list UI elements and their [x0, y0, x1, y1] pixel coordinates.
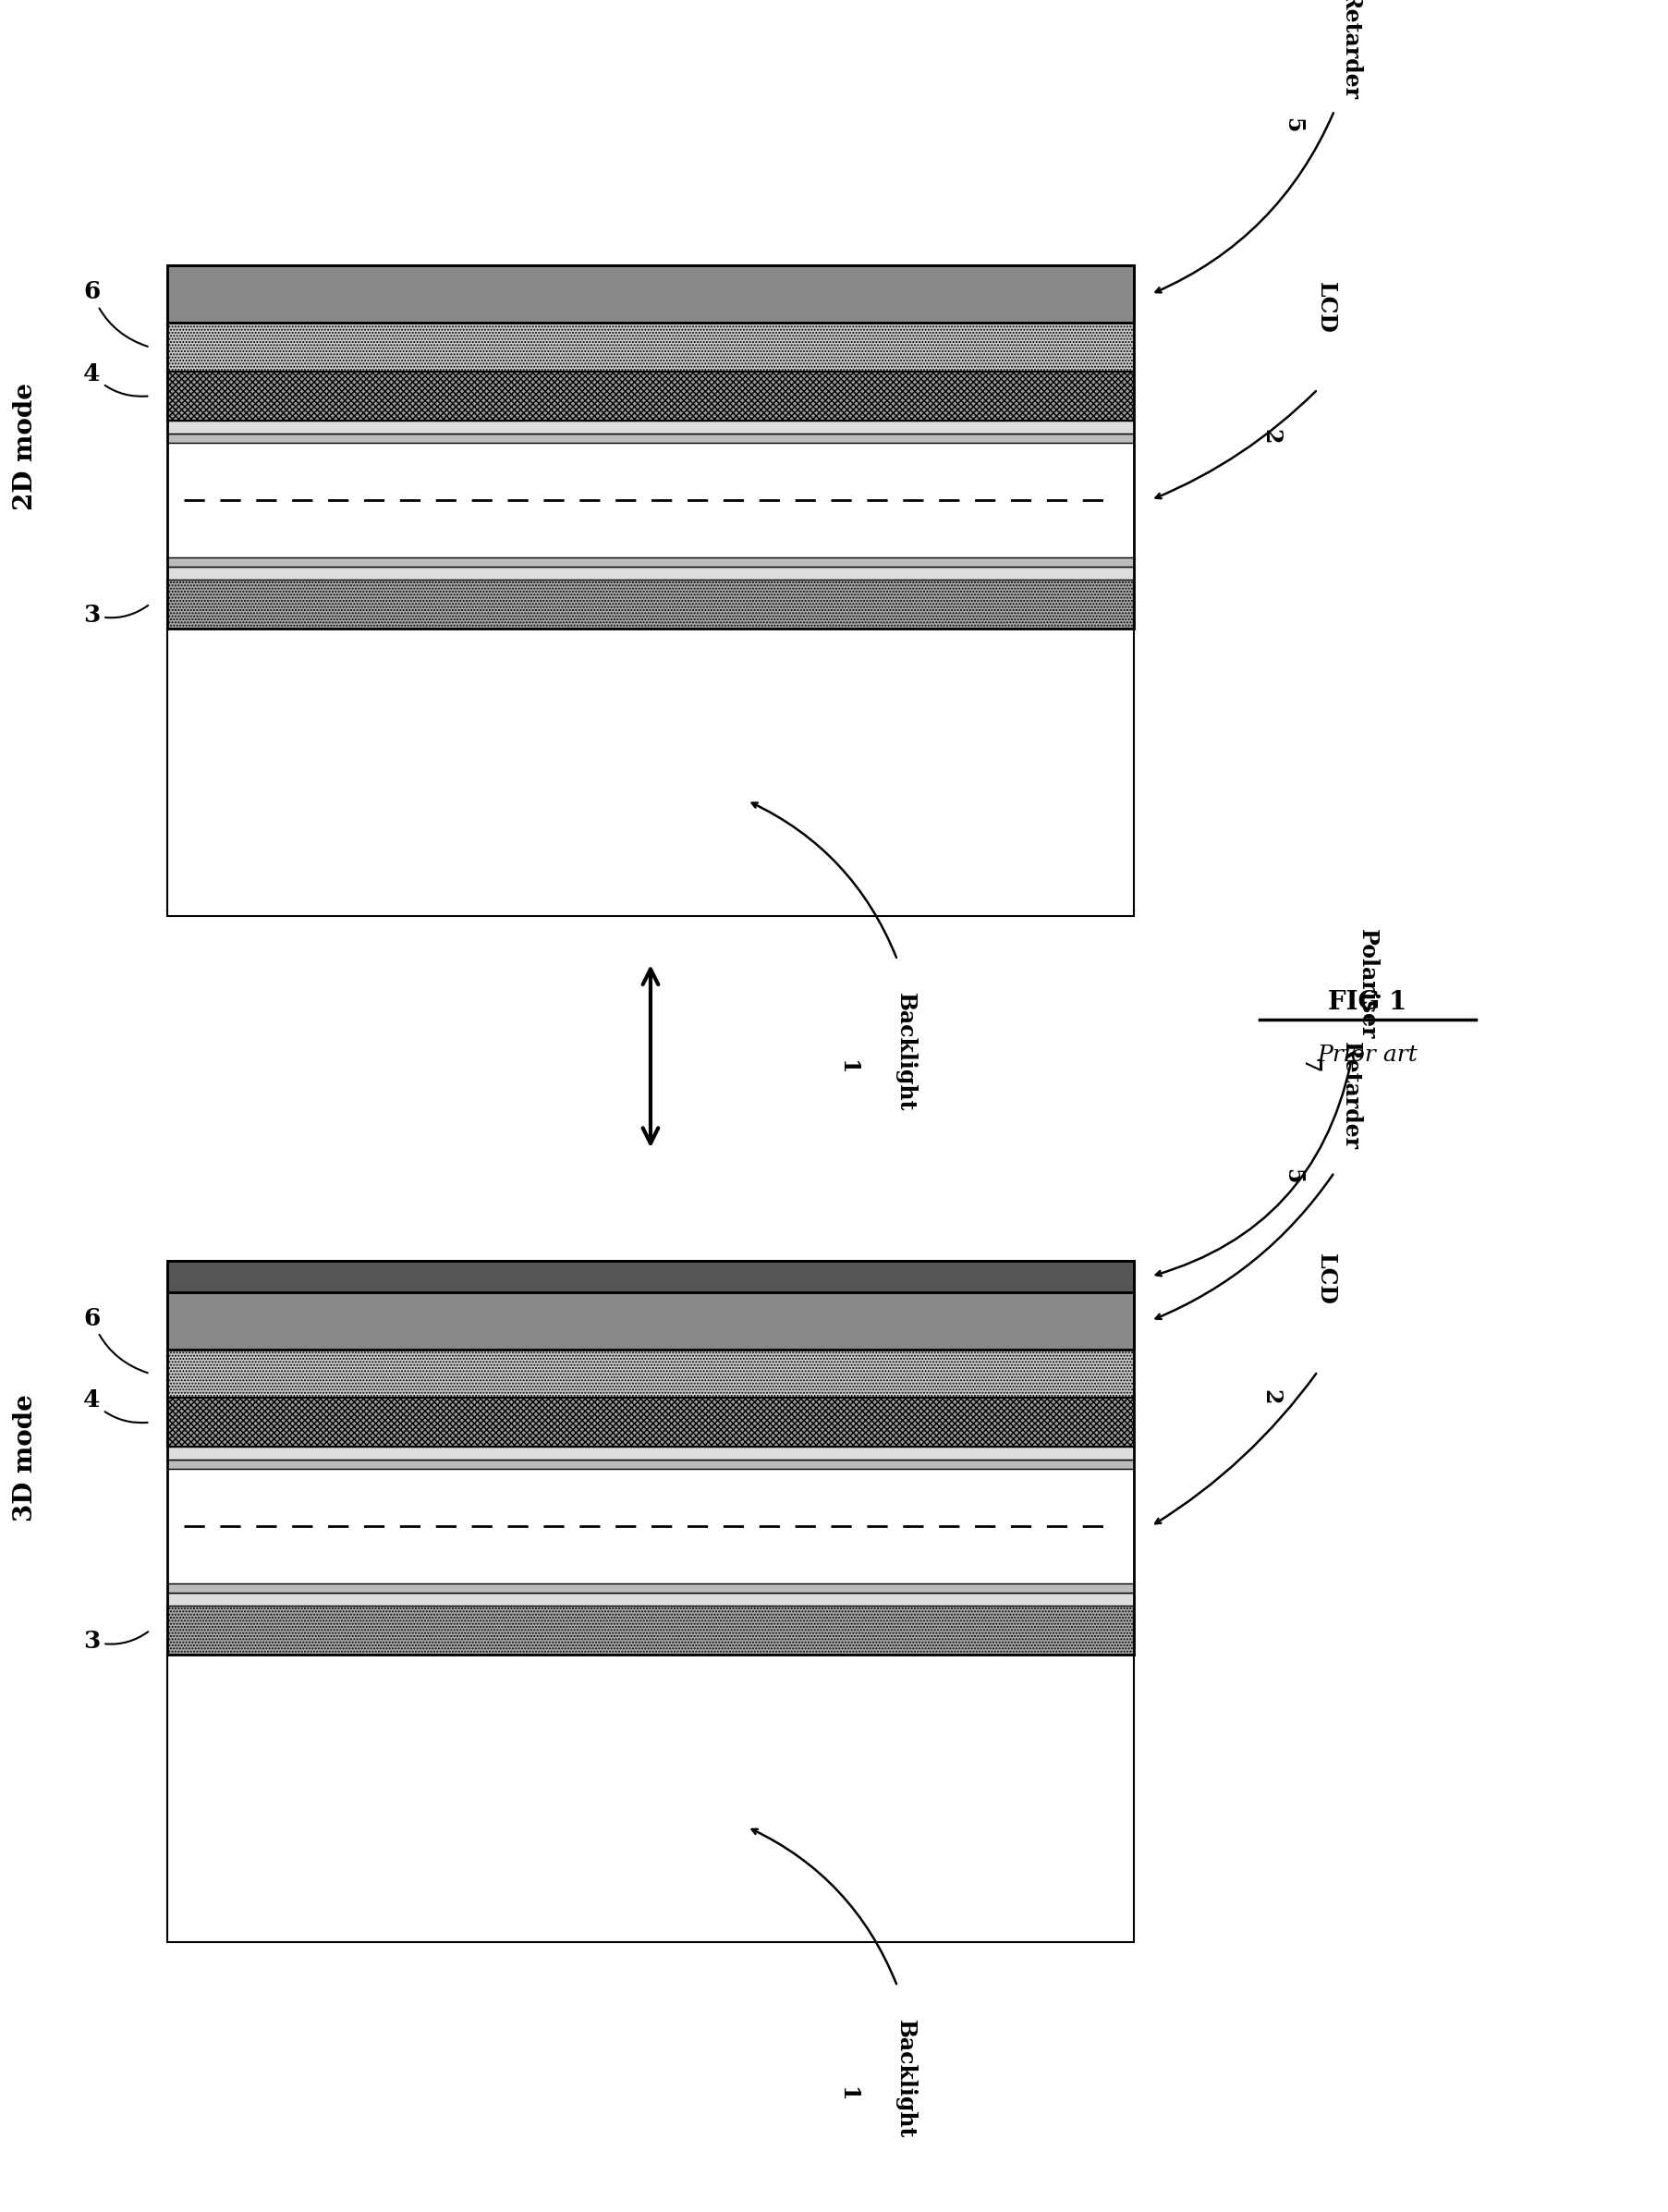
Text: 5: 5: [1281, 117, 1304, 133]
Bar: [167, 1584, 1134, 1593]
Text: 2: 2: [1259, 429, 1283, 445]
Text: 3: 3: [83, 1630, 148, 1652]
Text: 1: 1: [836, 1060, 859, 1075]
Bar: [167, 1460, 1134, 1469]
Bar: [167, 557, 1134, 566]
Bar: [167, 1349, 1134, 1398]
Bar: [167, 420, 1134, 434]
Bar: [167, 1398, 1134, 1447]
Text: Backlight: Backlight: [894, 2020, 917, 2139]
Text: Polariser: Polariser: [1356, 929, 1379, 1040]
Text: 4: 4: [83, 1389, 147, 1422]
Bar: [167, 566, 1134, 580]
Bar: [167, 580, 1134, 628]
Bar: [167, 323, 1134, 372]
Text: 4: 4: [83, 363, 147, 396]
Text: LCD: LCD: [1314, 283, 1338, 334]
Bar: [167, 628, 1134, 916]
Bar: [167, 1447, 1134, 1460]
Bar: [167, 372, 1134, 420]
Bar: [167, 1655, 1134, 1942]
Bar: [167, 1292, 1134, 1349]
Bar: [167, 1261, 1134, 1292]
Bar: [167, 1593, 1134, 1606]
Text: 2D mode: 2D mode: [13, 383, 37, 511]
Text: 1: 1: [836, 2086, 859, 2101]
Text: 6: 6: [83, 1307, 148, 1374]
Bar: [167, 1606, 1134, 1655]
Text: FIG 1: FIG 1: [1328, 989, 1408, 1015]
Bar: [167, 265, 1134, 323]
Text: 5: 5: [1281, 1168, 1304, 1183]
Text: Retarder: Retarder: [1339, 0, 1363, 100]
Text: 2: 2: [1259, 1389, 1283, 1405]
Text: 7: 7: [1298, 1057, 1321, 1073]
Text: 3D mode: 3D mode: [13, 1394, 37, 1522]
Text: Backlight: Backlight: [894, 993, 917, 1113]
Text: LCD: LCD: [1314, 1254, 1338, 1305]
Text: 6: 6: [83, 281, 148, 347]
Text: Retarder: Retarder: [1339, 1042, 1363, 1150]
Bar: [167, 434, 1134, 442]
Text: Prior art: Prior art: [1318, 1044, 1418, 1066]
Text: 3: 3: [83, 604, 148, 626]
